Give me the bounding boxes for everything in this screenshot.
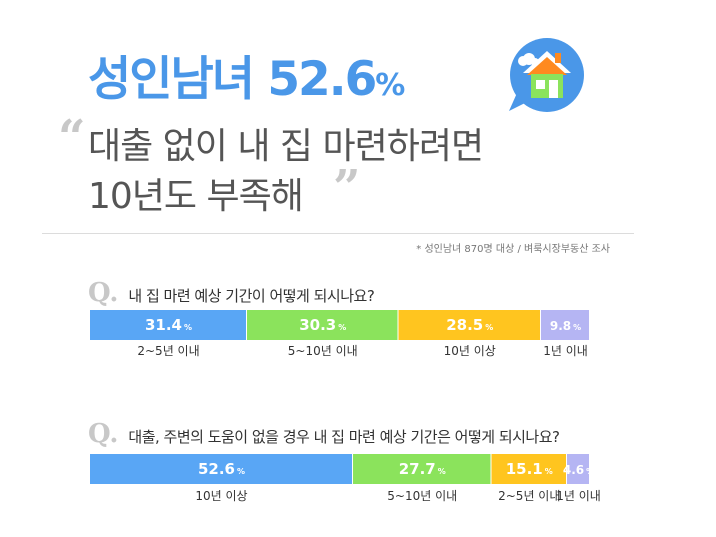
- question-1: Q. 내 집 마련 예상 기간이 어떻게 되시나요?: [88, 278, 375, 308]
- question-1-text: 내 집 마련 예상 기간이 어떻게 되시나요?: [128, 287, 375, 305]
- bar-value-label: 27.7%: [399, 460, 446, 478]
- question-2: Q. 대출, 주변의 도움이 없을 경우 내 집 마련 예상 기간은 어떻게 되…: [88, 419, 560, 449]
- question-2-mark: Q.: [88, 419, 119, 449]
- bar-value-label: 52.6%: [198, 460, 245, 478]
- bar-value-label: 30.3%: [299, 316, 346, 334]
- headline-percent: %: [375, 68, 406, 103]
- bar-segment: [567, 454, 589, 484]
- question-1-mark: Q.: [88, 278, 119, 308]
- divider: [42, 233, 634, 234]
- close-quote-mark: ”: [333, 160, 361, 216]
- category-label: 1년 이내: [543, 344, 588, 358]
- category-label: 2~5년 이내: [498, 489, 561, 503]
- category-label: 5~10년 이내: [287, 344, 358, 358]
- subtitle-line2: 10년도 부족해: [88, 176, 304, 217]
- category-label: 10년 이상: [443, 344, 496, 358]
- question-2-text: 대출, 주변의 도움이 없을 경우 내 집 마련 예상 기간은 어떻게 되시나요…: [128, 428, 560, 446]
- bar-segment: [541, 310, 589, 340]
- bar-segment: [353, 454, 491, 484]
- bar-segment: [247, 310, 398, 340]
- stacked-bar-1: 31.4% 30.3% 28.5% 9.8%: [90, 310, 589, 340]
- bar-segment: [491, 454, 566, 484]
- bar-value-label: 9.8%: [550, 319, 581, 333]
- subtitle-line1: 대출 없이 내 집 마련하려면: [88, 126, 484, 167]
- stacked-bar-2: 52.6% 27.7% 15.1% 4.6%: [90, 454, 590, 484]
- headline: 성인남녀 52.6%: [88, 40, 405, 109]
- bar-segment: [398, 310, 540, 340]
- bar-value-label: 31.4%: [145, 316, 192, 334]
- house-speech-bubble-icon: [505, 35, 585, 115]
- category-label: 2~5년 이내: [137, 344, 200, 358]
- bar-value-label: 28.5%: [446, 316, 493, 334]
- headline-main: 성인남녀 52.6: [88, 52, 377, 107]
- source-note: * 성인남녀 870명 대상 / 벼룩시장부동산 조사: [416, 244, 610, 255]
- category-label: 5~10년 이내: [387, 489, 458, 503]
- subtitle: 대출 없이 내 집 마련하려면 10년도 부족해: [88, 122, 484, 222]
- bar-value-label: 15.1%: [506, 460, 553, 478]
- open-quote-mark: “: [58, 110, 86, 166]
- bar-segment: [90, 454, 352, 484]
- bar-value-label: 4.6%: [563, 463, 590, 477]
- category-label: 10년 이상: [195, 489, 248, 503]
- bar-segment: [90, 310, 246, 340]
- category-label: 1년 이내: [556, 489, 601, 503]
